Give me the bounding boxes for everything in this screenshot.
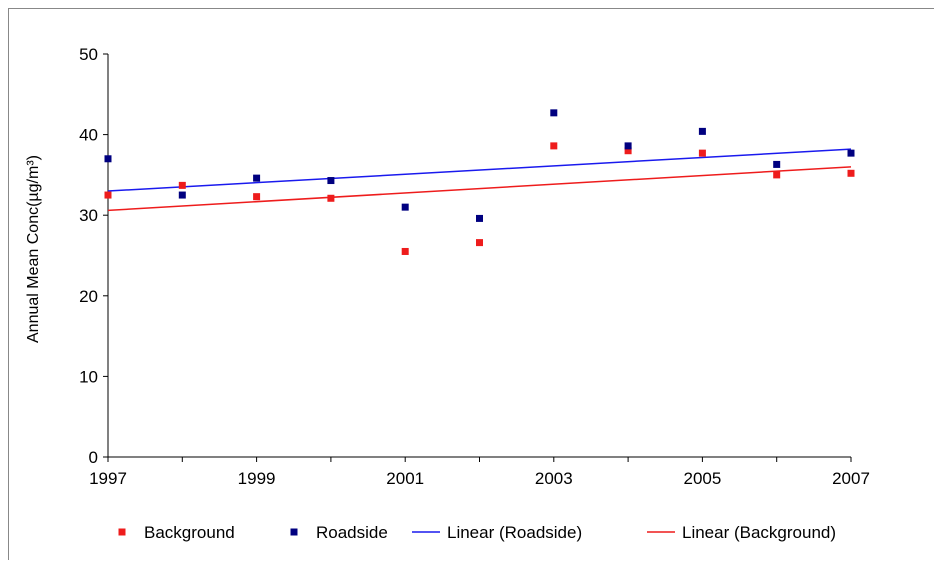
scatter-chart: 0 10 20 30 40 50 1997 1999 2001 2003 2005 2007 Ann… — [25, 45, 870, 542]
x-tick-label: 2001 — [386, 469, 424, 488]
point-roadside — [104, 155, 112, 163]
x-tick-labels: 1997 1999 2001 2003 2005 2007 — [89, 469, 870, 488]
y-axis-label: Annual Mean Conc(µg/m³) — [25, 155, 42, 343]
point-roadside — [401, 203, 409, 211]
point-background — [847, 169, 855, 177]
y-tick-label: 40 — [79, 126, 98, 145]
y-tick-label: 30 — [79, 206, 98, 225]
legend: Background Roadside Linear (Roadside) Linea… — [118, 523, 836, 542]
point-roadside — [773, 160, 781, 168]
legend-label-roadside: Roadside — [316, 523, 388, 542]
point-background — [178, 181, 186, 189]
chart-frame: 0 10 20 30 40 50 1997 1999 2001 2003 2005 2007 Ann… — [8, 8, 934, 560]
point-roadside — [178, 191, 186, 199]
legend-marker-background — [118, 528, 126, 536]
point-background — [327, 194, 335, 202]
point-background — [476, 239, 483, 247]
trend-line-roadside — [107, 148, 852, 192]
legend-label-background: Background — [144, 523, 235, 542]
y-tick-labels: 0 10 20 30 40 50 — [79, 45, 98, 467]
point-roadside — [476, 214, 483, 222]
point-background — [104, 191, 112, 199]
y-tick-label: 20 — [79, 287, 98, 306]
legend-marker-roadside — [290, 528, 298, 536]
point-background — [401, 247, 409, 255]
point-background — [624, 147, 632, 155]
point-background — [773, 171, 781, 179]
trend-lines — [107, 148, 852, 212]
x-tick-label: 1997 — [89, 469, 127, 488]
x-tick-label: 2003 — [535, 469, 573, 488]
point-roadside — [847, 149, 855, 157]
trend-line-background — [107, 166, 852, 212]
point-roadside — [624, 142, 632, 150]
legend-label-linear-background: Linear (Background) — [682, 523, 836, 542]
legend-label-linear-roadside: Linear (Roadside) — [447, 523, 582, 542]
point-roadside — [550, 109, 558, 117]
point-roadside — [253, 174, 261, 182]
point-background — [550, 142, 558, 150]
y-tick-label: 10 — [79, 367, 98, 386]
point-roadside — [327, 177, 335, 185]
data-points — [104, 109, 855, 255]
x-tick-label: 2005 — [683, 469, 721, 488]
y-tick-label: 50 — [79, 45, 98, 64]
y-tick-label: 0 — [89, 448, 98, 467]
axes — [103, 53, 852, 462]
point-background — [253, 193, 261, 201]
point-roadside — [698, 127, 706, 135]
point-background — [698, 149, 706, 157]
x-tick-label: 2007 — [832, 469, 870, 488]
x-tick-label: 1999 — [238, 469, 276, 488]
